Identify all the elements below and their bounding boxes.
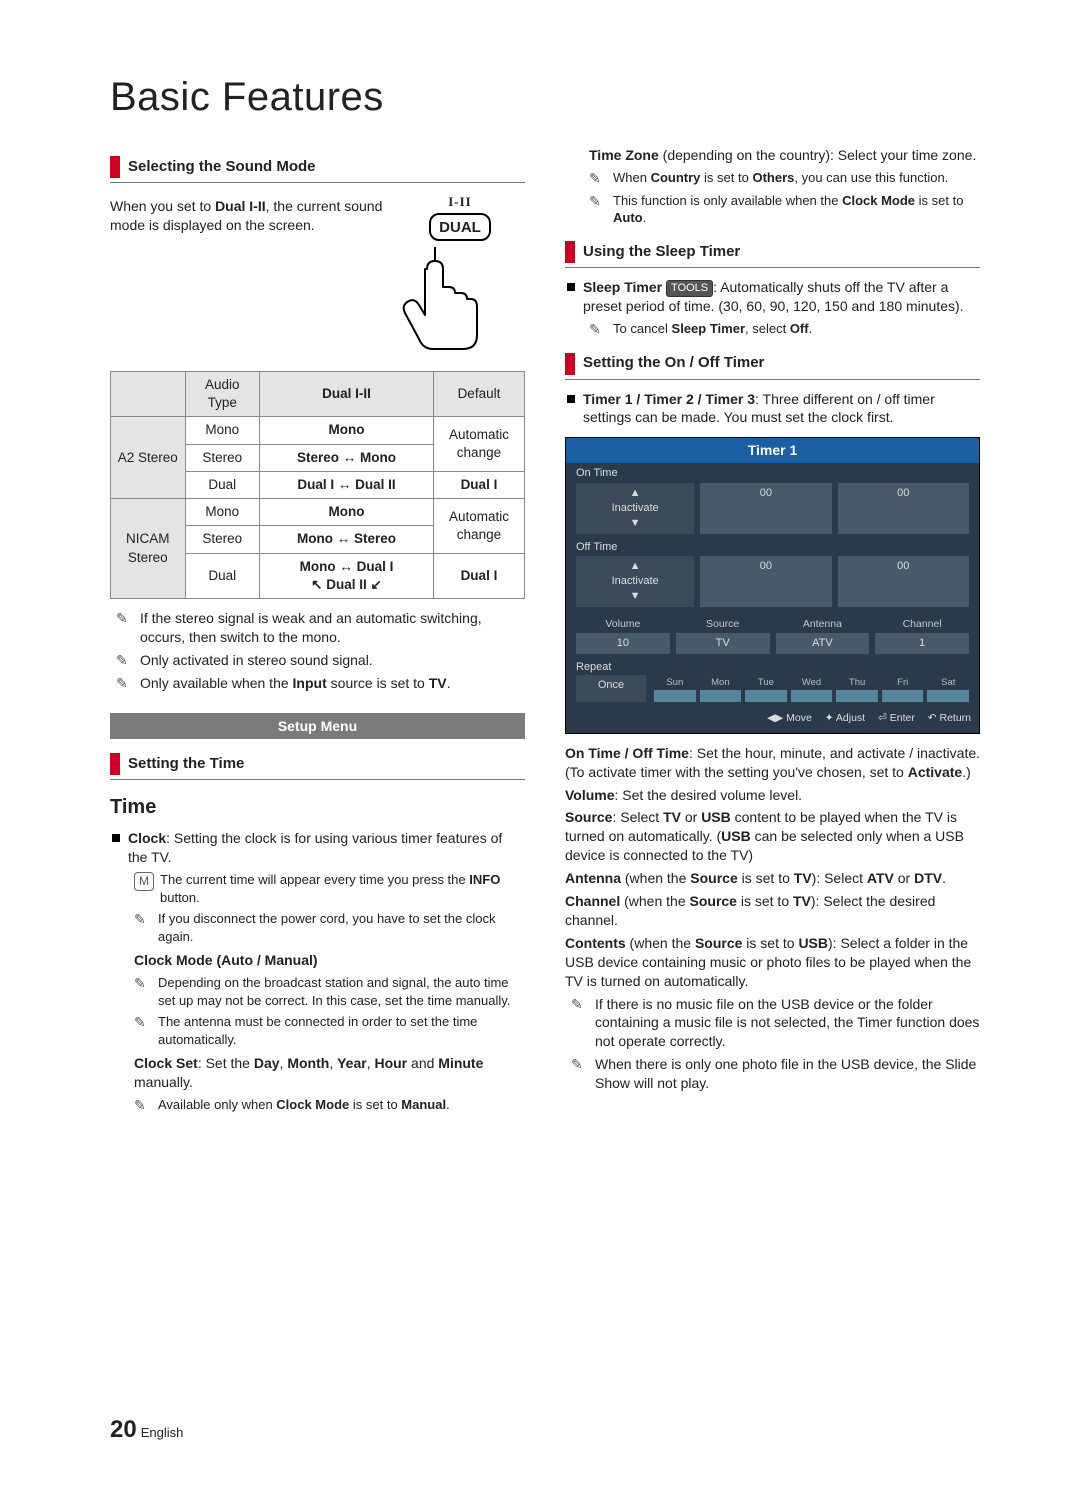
desc-onoff: On Time / Off Time: Set the hour, minute… bbox=[565, 744, 980, 782]
section-onoff-timer: Setting the On / Off Timer bbox=[565, 353, 980, 380]
bullet: Clock: Setting the clock is for using va… bbox=[112, 829, 525, 867]
section-sound-mode: Selecting the Sound Mode bbox=[110, 156, 525, 183]
desc-source: Source: Select TV or USB content to be p… bbox=[565, 808, 980, 865]
dual-button-graphic: I-II DUAL bbox=[395, 193, 525, 353]
note: ✎If you disconnect the power cord, you h… bbox=[134, 910, 525, 945]
clock-mode-h: Clock Mode (Auto / Manual) bbox=[134, 951, 525, 970]
note: ✎Depending on the broadcast station and … bbox=[134, 974, 525, 1009]
page-number: 20English bbox=[110, 1414, 183, 1446]
info-icon: M bbox=[134, 872, 154, 890]
note: M The current time will appear every tim… bbox=[134, 871, 525, 906]
note: ✎ When Country is set to Others, you can… bbox=[589, 169, 980, 188]
note: ✎ To cancel Sleep Timer, select Off. bbox=[589, 320, 980, 339]
note: ✎Only activated in stereo sound signal. bbox=[116, 651, 525, 670]
timer-title: Timer 1 bbox=[566, 438, 979, 463]
desc-channel: Channel (when the Source is set to TV): … bbox=[565, 892, 980, 930]
note: ✎When there is only one photo file in th… bbox=[571, 1055, 980, 1093]
desc-antenna: Antenna (when the Source is set to TV): … bbox=[565, 869, 980, 888]
section-sleep-timer: Using the Sleep Timer bbox=[565, 241, 980, 268]
sound-mode-table: Audio Type Dual I-II Default A2 Stereo M… bbox=[110, 371, 525, 599]
note: ✎The antenna must be connected in order … bbox=[134, 1013, 525, 1048]
setup-menu-bar: Setup Menu bbox=[110, 713, 525, 740]
timer-panel: Timer 1 On Time ▲Inactivate▼ 00 00 Off T… bbox=[565, 437, 980, 733]
section-setting-time: Setting the Time bbox=[110, 753, 525, 780]
bullet: Timer 1 / Timer 2 / Timer 3: Three diffe… bbox=[567, 390, 980, 428]
note: ✎ Only available when the Input source i… bbox=[116, 674, 525, 693]
clock-set: Clock Set: Set the Day, Month, Year, Hou… bbox=[134, 1054, 525, 1092]
note: ✎ Available only when Clock Mode is set … bbox=[134, 1096, 525, 1115]
time-zone: Time Zone (depending on the country): Se… bbox=[589, 146, 980, 165]
note: ✎If there is no music file on the USB de… bbox=[571, 995, 980, 1052]
note: ✎If the stereo signal is weak and an aut… bbox=[116, 609, 525, 647]
bullet: Sleep Timer TOOLS: Automatically shuts o… bbox=[567, 278, 980, 316]
note: ✎ This function is only available when t… bbox=[589, 192, 980, 227]
time-heading: Time bbox=[110, 794, 525, 821]
desc-volume: Volume: Set the desired volume level. bbox=[565, 786, 980, 805]
desc-contents: Contents (when the Source is set to USB)… bbox=[565, 934, 980, 991]
page-title: Basic Features bbox=[110, 70, 980, 124]
timer-footer: ◀▶ Move ✦ Adjust ⏎ Enter ↶ Return bbox=[566, 705, 979, 725]
tools-icon: TOOLS bbox=[666, 280, 713, 297]
